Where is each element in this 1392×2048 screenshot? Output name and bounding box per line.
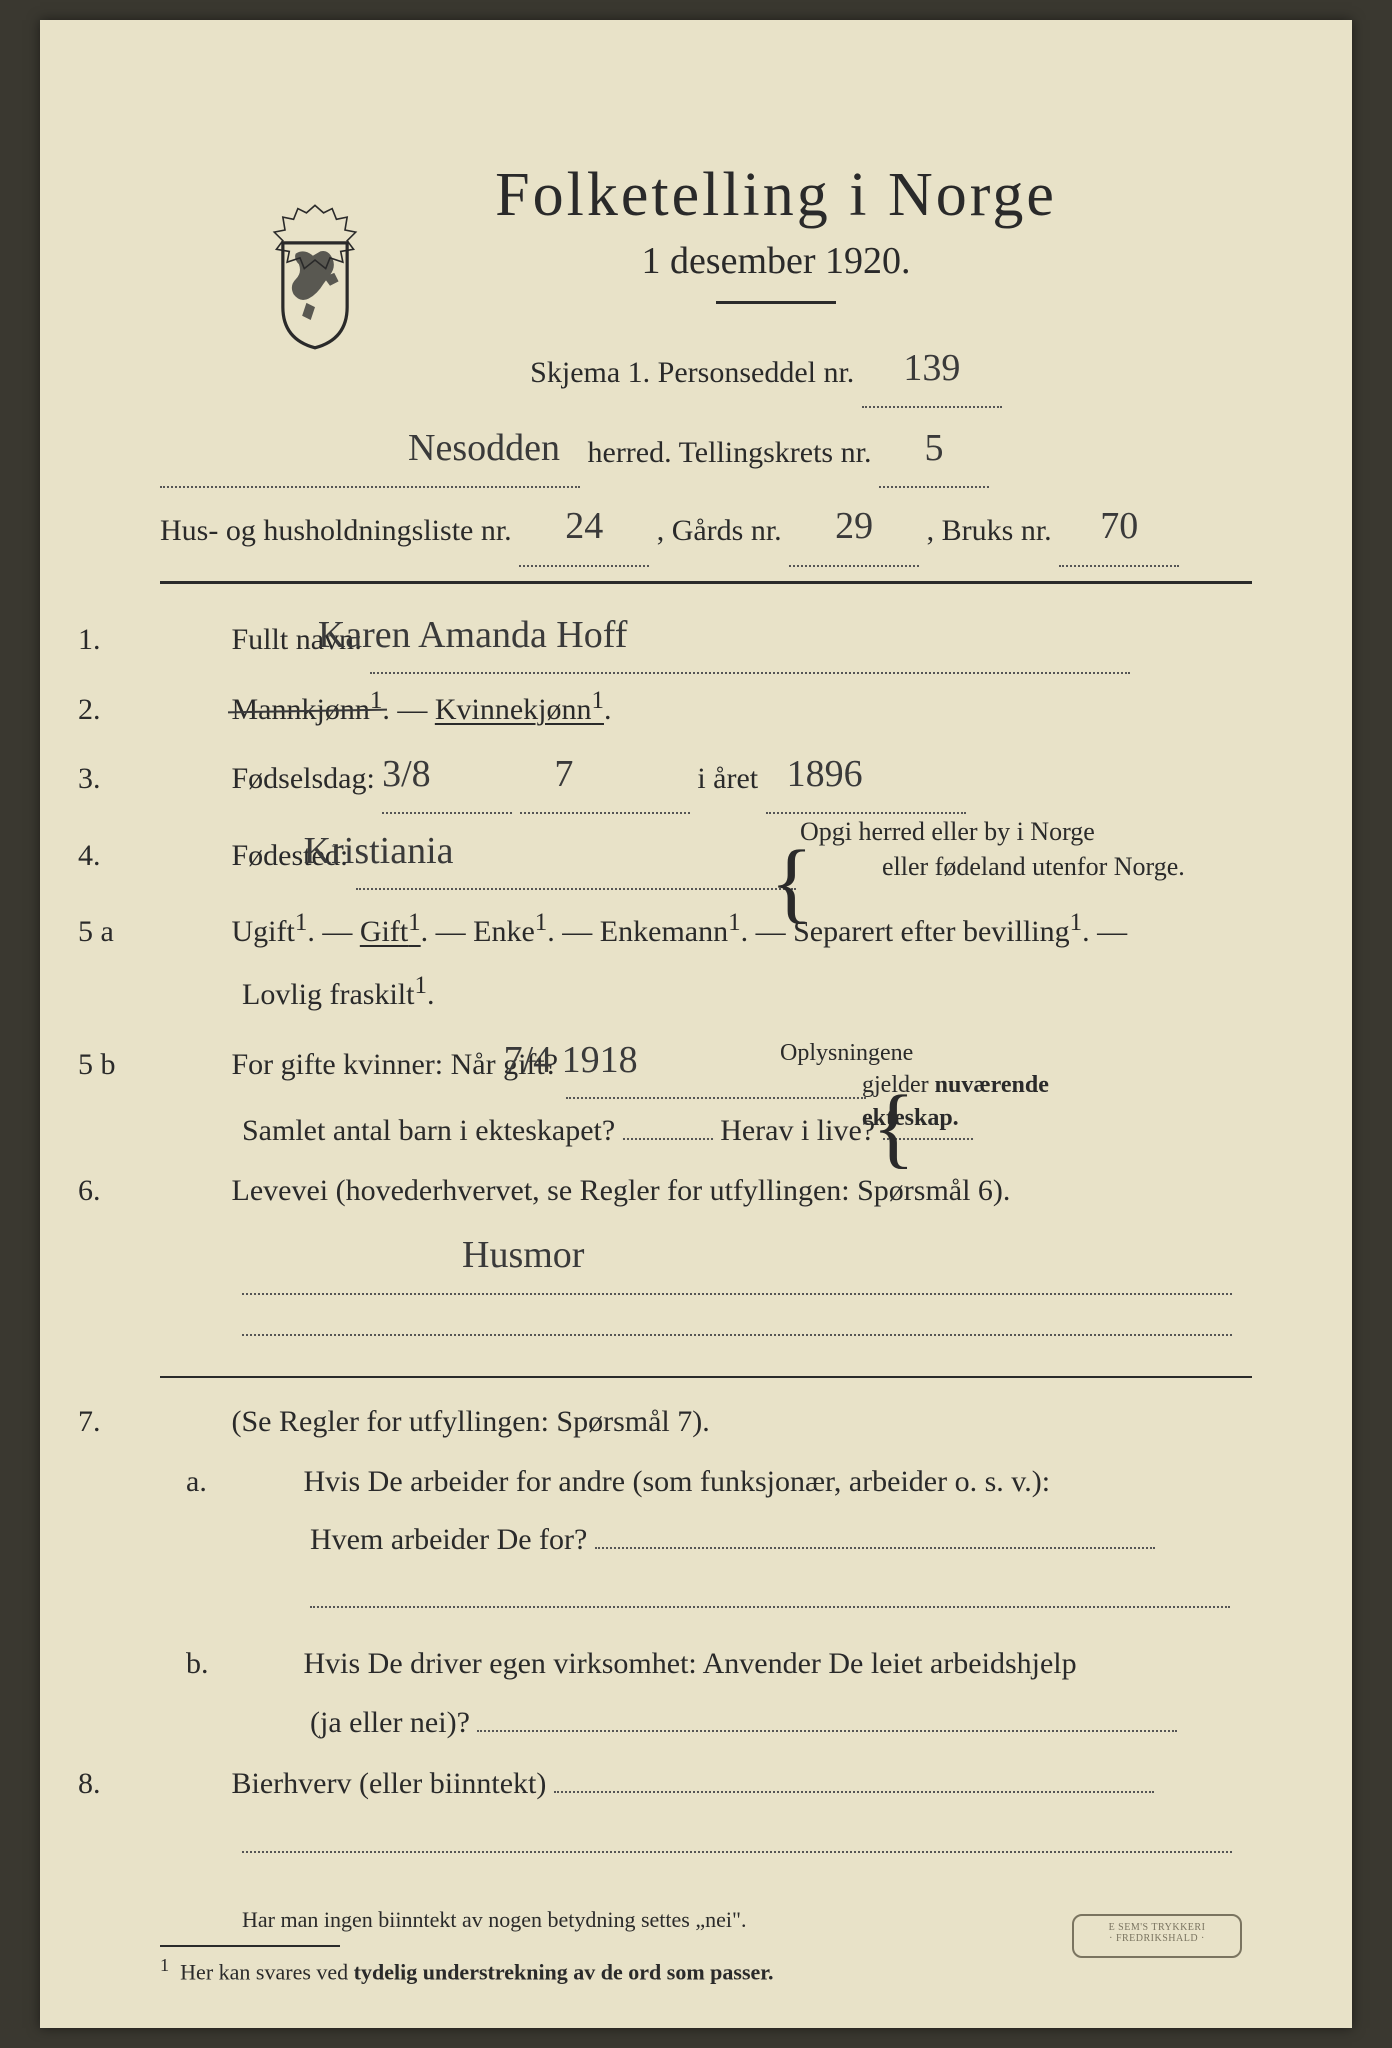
q6-value: Husmor <box>160 1222 1252 1294</box>
gards-nr: 29 <box>835 505 873 547</box>
opt-fraskilt: Lovlig fraskilt1. <box>242 978 434 1011</box>
herred-label: herred. Tellingskrets nr. <box>588 436 872 469</box>
birth-year: 1896 <box>787 753 863 795</box>
q6-blank <box>160 1299 1252 1355</box>
q1: 1. Fullt navn: Karen Amanda Hoff <box>160 602 1252 674</box>
title-rule <box>716 301 836 304</box>
opt-ugift: Ugift1 <box>232 915 308 948</box>
census-date: 1 desember 1920. <box>300 239 1252 283</box>
q7b-line2: (ja eller nei)? <box>160 1695 1252 1751</box>
full-name: Karen Amanda Hoff <box>318 614 628 656</box>
married-when: 7/4 1918 <box>504 1039 638 1081</box>
q7a-line2: Hvem arbeider De for? <box>160 1512 1252 1568</box>
q7a-blank <box>160 1571 1252 1627</box>
q8: 8. Bierhverv (eller biinntekt) <box>160 1756 1252 1812</box>
personseddel-nr: 139 <box>903 347 960 389</box>
skjema-label: Skjema 1. Personseddel nr. <box>530 356 854 389</box>
q3: 3. Fødselsdag: 3/8 7 i året 1896 <box>160 741 1252 813</box>
opt-enkemann: Enkemann1 <box>600 915 741 948</box>
birthplace: Kristiania <box>304 830 454 872</box>
tellingskrets-nr: 5 <box>924 427 943 469</box>
q2: 2. Mannkjønn1. — Kvinnekjønn1. <box>160 678 1252 738</box>
q5a: 5 a Ugift1. — Gift1. — Enke1. — Enkemann… <box>160 900 1252 960</box>
occupation: Husmor <box>462 1234 584 1276</box>
q6: 6. Levevei (hovederhvervet, se Regler fo… <box>160 1163 1252 1219</box>
opt-enke: Enke1 <box>473 915 547 948</box>
gards-label: , Gårds nr. <box>657 514 782 547</box>
mannkjonn-opt: Mannkjønn1 <box>232 693 383 726</box>
title-block: Folketelling i Norge 1 desember 1920. <box>300 160 1252 304</box>
printer-stamp: E SEM'S TRYKKERI · FREDRIKSHALD · <box>1072 1914 1242 1958</box>
q7: 7. (Se Regler for utfyllingen: Spørsmål … <box>160 1394 1252 1450</box>
hus-nr: 24 <box>565 505 603 547</box>
opt-separert: Separert efter bevilling1 <box>793 915 1082 948</box>
hus-line: Hus- og husholdningsliste nr. 24 , Gårds… <box>160 492 1252 566</box>
birth-month: 7 <box>554 753 573 795</box>
bruks-nr: 70 <box>1100 505 1138 547</box>
footnote-2: 1 Her kan svares ved tydelig understrekn… <box>160 1955 1252 1985</box>
bruks-label: , Bruks nr. <box>927 514 1052 547</box>
q7b: b. Hvis De driver egen virksomhet: Anven… <box>160 1636 1252 1692</box>
q5b-line1: 5 b For gifte kvinner: Når gift? 7/4 191… <box>160 1027 1252 1099</box>
rule-mid <box>160 1376 1252 1378</box>
footnote-rule <box>160 1945 340 1947</box>
coat-of-arms-icon <box>260 200 370 350</box>
q8-blank <box>160 1816 1252 1872</box>
kvinnekjonn-opt: Kvinnekjønn1 <box>435 693 604 726</box>
q5a-cont: Lovlig fraskilt1. <box>160 963 1252 1023</box>
q5b-note: Oplysningene gjelder nuværende ekteskap. <box>862 1037 1162 1134</box>
herred-value: Nesodden <box>408 427 560 469</box>
opt-gift: Gift1 <box>360 915 421 948</box>
page-title: Folketelling i Norge <box>300 160 1252 231</box>
q7a: a. Hvis De arbeider for andre (som funks… <box>160 1454 1252 1510</box>
q4: 4. Fødested: Kristiania { Opgi herred el… <box>160 818 1252 890</box>
herred-line: Nesodden herred. Tellingskrets nr. 5 <box>160 414 1252 488</box>
census-form-page: Folketelling i Norge 1 desember 1920. Sk… <box>40 20 1352 2028</box>
hus-label: Hus- og husholdningsliste nr. <box>160 514 512 547</box>
q4-note: Opgi herred eller by i Norge eller fødel… <box>882 814 1262 884</box>
skjema-line: Skjema 1. Personseddel nr. 139 <box>280 334 1252 408</box>
rule-below-meta <box>160 581 1252 584</box>
birth-day: 3/8 <box>382 753 431 795</box>
